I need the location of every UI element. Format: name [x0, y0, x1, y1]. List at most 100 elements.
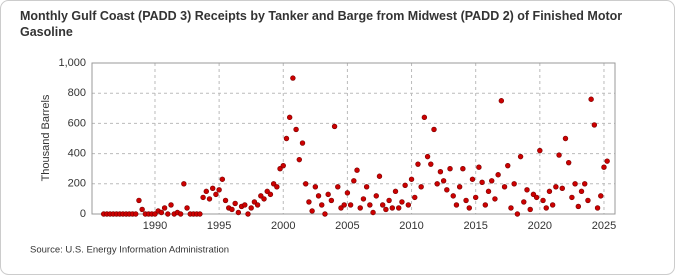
- point: [588, 96, 594, 102]
- point: [335, 184, 341, 190]
- point: [303, 181, 309, 187]
- point: [559, 185, 565, 192]
- point: [203, 188, 209, 195]
- point: [136, 197, 142, 204]
- point: [338, 205, 344, 211]
- point: [604, 158, 610, 164]
- point: [578, 188, 585, 195]
- point: [357, 205, 363, 211]
- point: [197, 211, 203, 217]
- point: [251, 199, 258, 205]
- point: [402, 182, 408, 189]
- point: [206, 196, 213, 202]
- point: [299, 140, 306, 146]
- point: [344, 190, 351, 196]
- point: [527, 206, 533, 213]
- point: [280, 162, 286, 169]
- point: [248, 205, 254, 211]
- point: [521, 199, 527, 205]
- point: [440, 178, 447, 184]
- point: [184, 205, 190, 211]
- point: [546, 188, 553, 195]
- y-tick-label: 200: [68, 178, 86, 190]
- point: [598, 193, 604, 199]
- point: [328, 197, 335, 204]
- x-tick-label: 2000: [271, 220, 295, 232]
- point: [319, 202, 325, 208]
- point: [267, 191, 274, 198]
- point: [274, 184, 280, 190]
- point: [601, 164, 607, 170]
- point: [290, 75, 296, 81]
- point: [242, 202, 248, 208]
- point: [261, 196, 267, 202]
- point: [383, 206, 389, 213]
- x-tick-label: 2010: [399, 220, 423, 232]
- point: [293, 126, 299, 133]
- point: [505, 162, 511, 169]
- point: [210, 185, 216, 192]
- point: [315, 193, 322, 199]
- point: [508, 205, 514, 211]
- point: [524, 187, 530, 193]
- x-tick-label: 1995: [207, 220, 231, 232]
- point: [582, 181, 588, 187]
- point: [139, 206, 145, 213]
- point: [553, 184, 559, 190]
- point: [501, 184, 508, 190]
- point: [585, 197, 591, 204]
- point: [296, 156, 303, 163]
- point: [485, 188, 492, 195]
- point: [543, 205, 549, 211]
- point: [447, 166, 453, 172]
- chart-title: Monthly Gulf Coast (PADD 3) Receipts by …: [20, 9, 623, 39]
- point: [444, 187, 450, 193]
- point: [367, 202, 373, 208]
- point: [389, 205, 396, 211]
- point: [572, 181, 578, 187]
- point: [222, 197, 229, 204]
- point: [354, 167, 360, 173]
- point: [379, 202, 386, 208]
- point: [408, 176, 415, 182]
- point: [562, 135, 569, 142]
- point: [351, 178, 357, 184]
- point: [235, 209, 242, 216]
- point: [165, 211, 171, 217]
- point: [229, 206, 235, 213]
- point: [270, 181, 277, 187]
- point: [216, 187, 222, 193]
- point: [476, 164, 482, 170]
- x-tick-label: 2015: [463, 220, 487, 232]
- point: [565, 159, 572, 166]
- x-tick-label: 2020: [528, 220, 552, 232]
- point: [450, 193, 456, 199]
- point: [514, 211, 521, 217]
- point: [594, 205, 601, 211]
- point: [460, 166, 466, 172]
- point: [306, 199, 312, 205]
- source: Source: U.S. Energy Information Administ…: [30, 245, 229, 256]
- point: [540, 197, 546, 204]
- y-tick-label: 0: [80, 208, 86, 220]
- point: [264, 188, 270, 195]
- point: [360, 196, 367, 202]
- point: [424, 153, 431, 160]
- point: [482, 202, 489, 208]
- point: [466, 205, 472, 211]
- point: [331, 123, 338, 130]
- point: [200, 194, 206, 201]
- point: [591, 122, 598, 128]
- y-axis-label: Thousand Barrels: [40, 94, 52, 181]
- point: [341, 202, 347, 208]
- point: [556, 152, 562, 158]
- point: [133, 211, 139, 217]
- point: [569, 194, 575, 201]
- point: [386, 197, 392, 204]
- point: [325, 191, 331, 198]
- point: [469, 176, 476, 182]
- point: [431, 126, 437, 133]
- point: [158, 209, 165, 216]
- point: [373, 193, 379, 199]
